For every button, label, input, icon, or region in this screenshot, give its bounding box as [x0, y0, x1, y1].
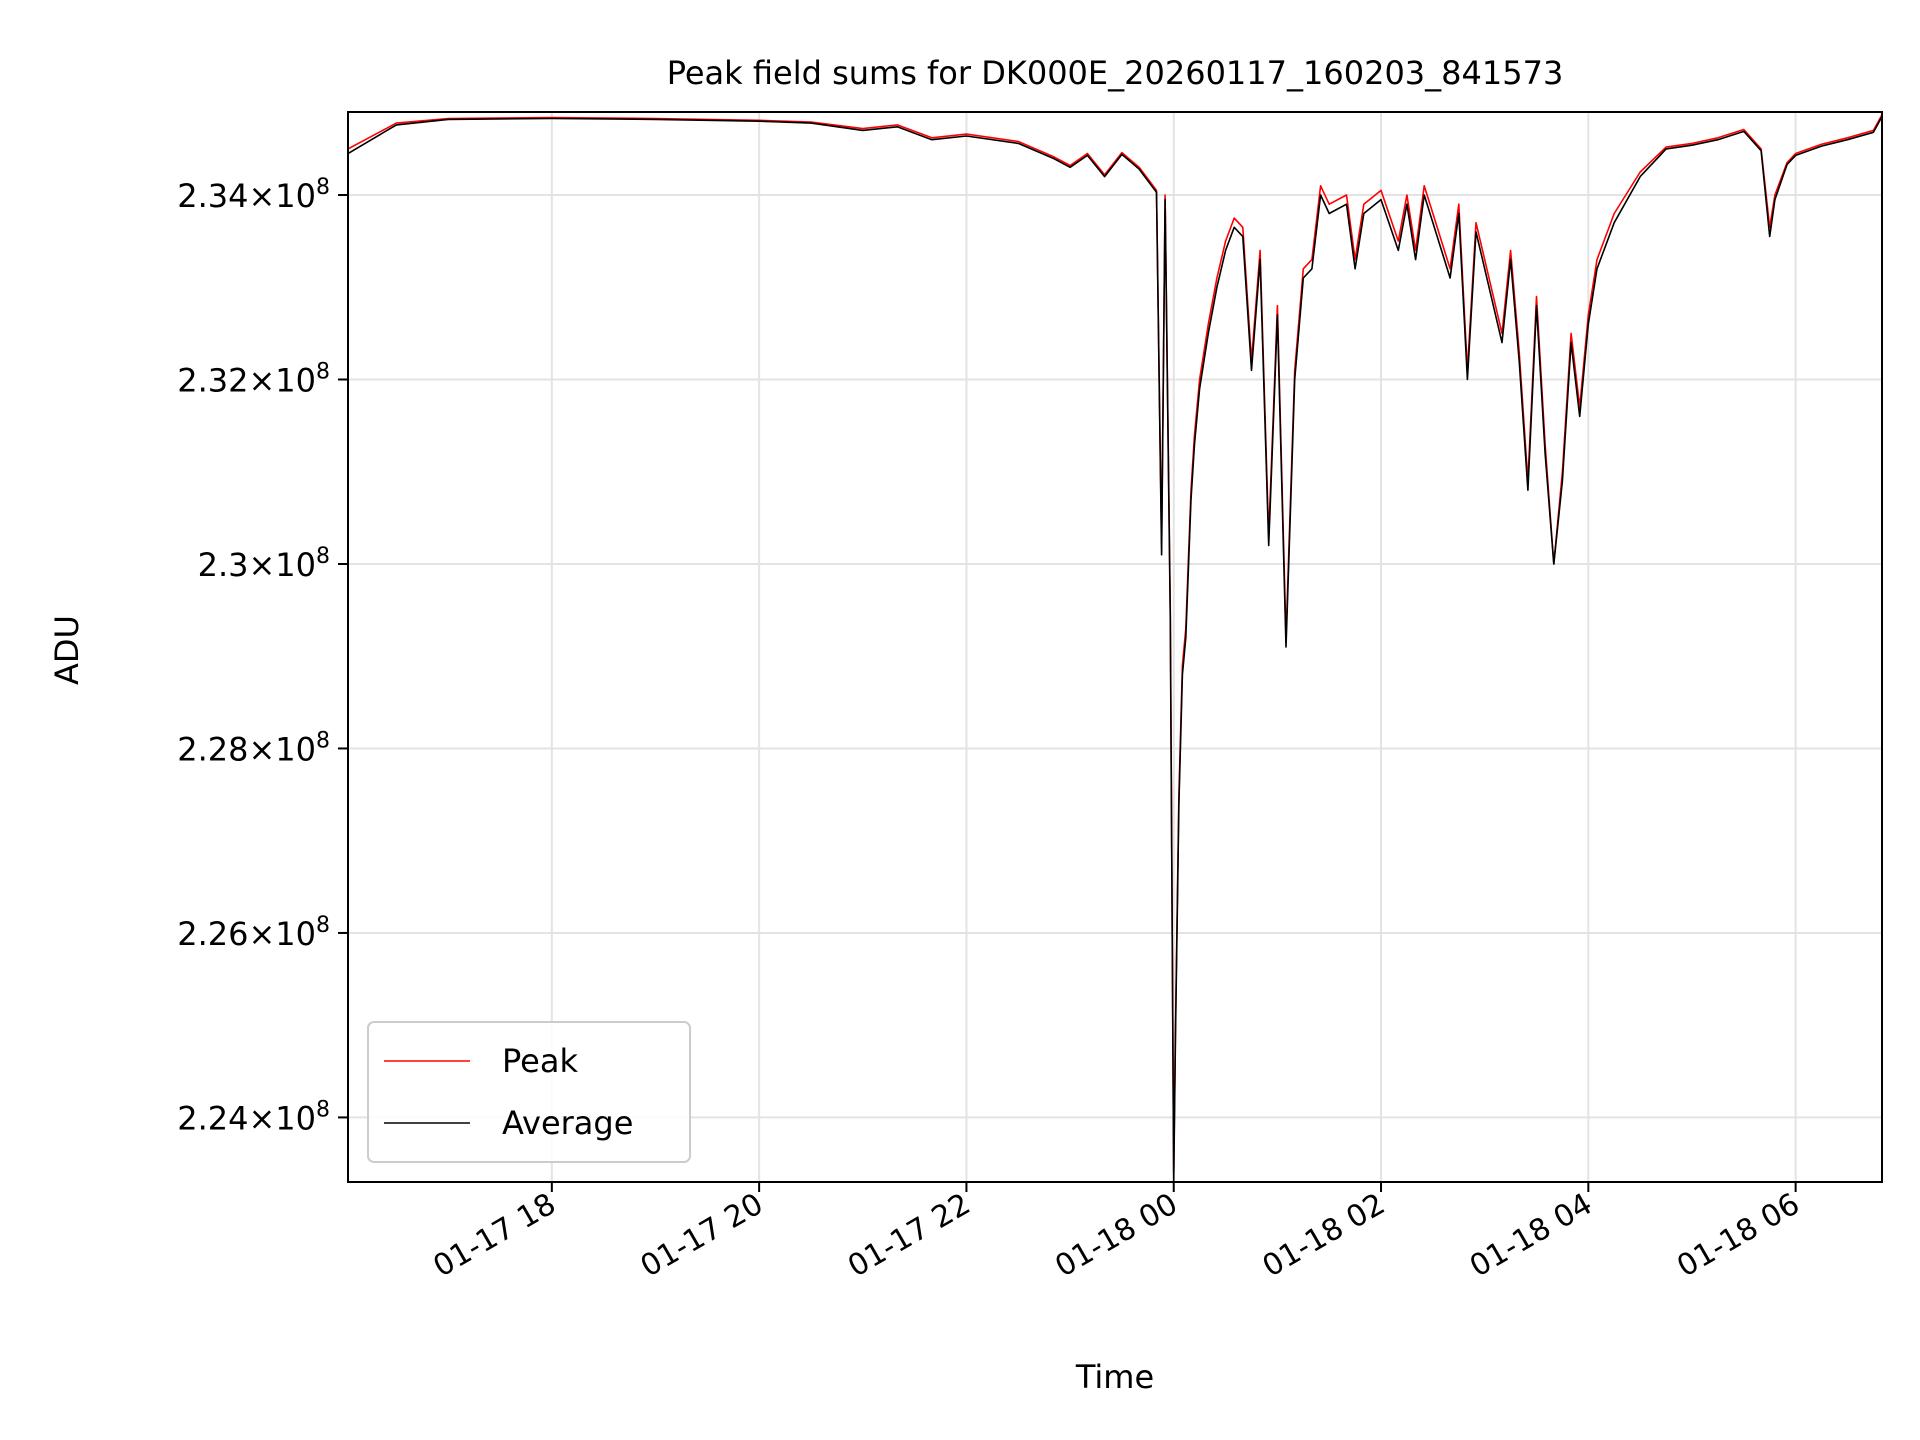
legend-label-average: Average: [502, 1104, 633, 1142]
y-tick-label: 2.3×108: [198, 544, 330, 584]
legend-label-peak: Peak: [502, 1042, 578, 1080]
y-tick-label: 2.26×108: [177, 913, 330, 953]
series-line-average: [348, 116, 1882, 1182]
y-tick-label: 2.24×108: [177, 1097, 330, 1137]
legend-frame: [367, 1021, 691, 1163]
series-line-peak: [348, 114, 1882, 1174]
y-tick-label: 2.32×108: [177, 360, 330, 400]
x-axis-label: Time: [1075, 1358, 1154, 1396]
y-axis-label: ADU: [48, 615, 86, 685]
y-tick-label: 2.34×108: [177, 175, 330, 215]
chart-title: Peak field sums for DK000E_20260117_1602…: [667, 54, 1564, 92]
plot-area: [348, 112, 1882, 1182]
series-group: [348, 114, 1882, 1182]
y-tick-label: 2.28×108: [177, 728, 330, 768]
plot-frame: [347, 111, 1883, 1183]
y-ticks: 2.34×108 2.32×108 2.3×108 2.28×108 2.26×108 2…: [177, 175, 348, 1137]
legend: Peak Average: [367, 1021, 691, 1163]
